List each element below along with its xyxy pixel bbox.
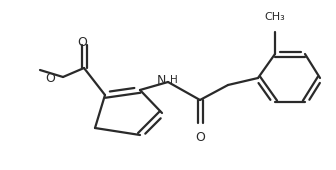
Text: N: N	[157, 74, 166, 88]
Text: CH₃: CH₃	[265, 12, 285, 22]
Text: H: H	[170, 75, 178, 85]
Text: O: O	[77, 36, 87, 48]
Text: O: O	[195, 131, 205, 144]
Text: O: O	[45, 72, 55, 86]
